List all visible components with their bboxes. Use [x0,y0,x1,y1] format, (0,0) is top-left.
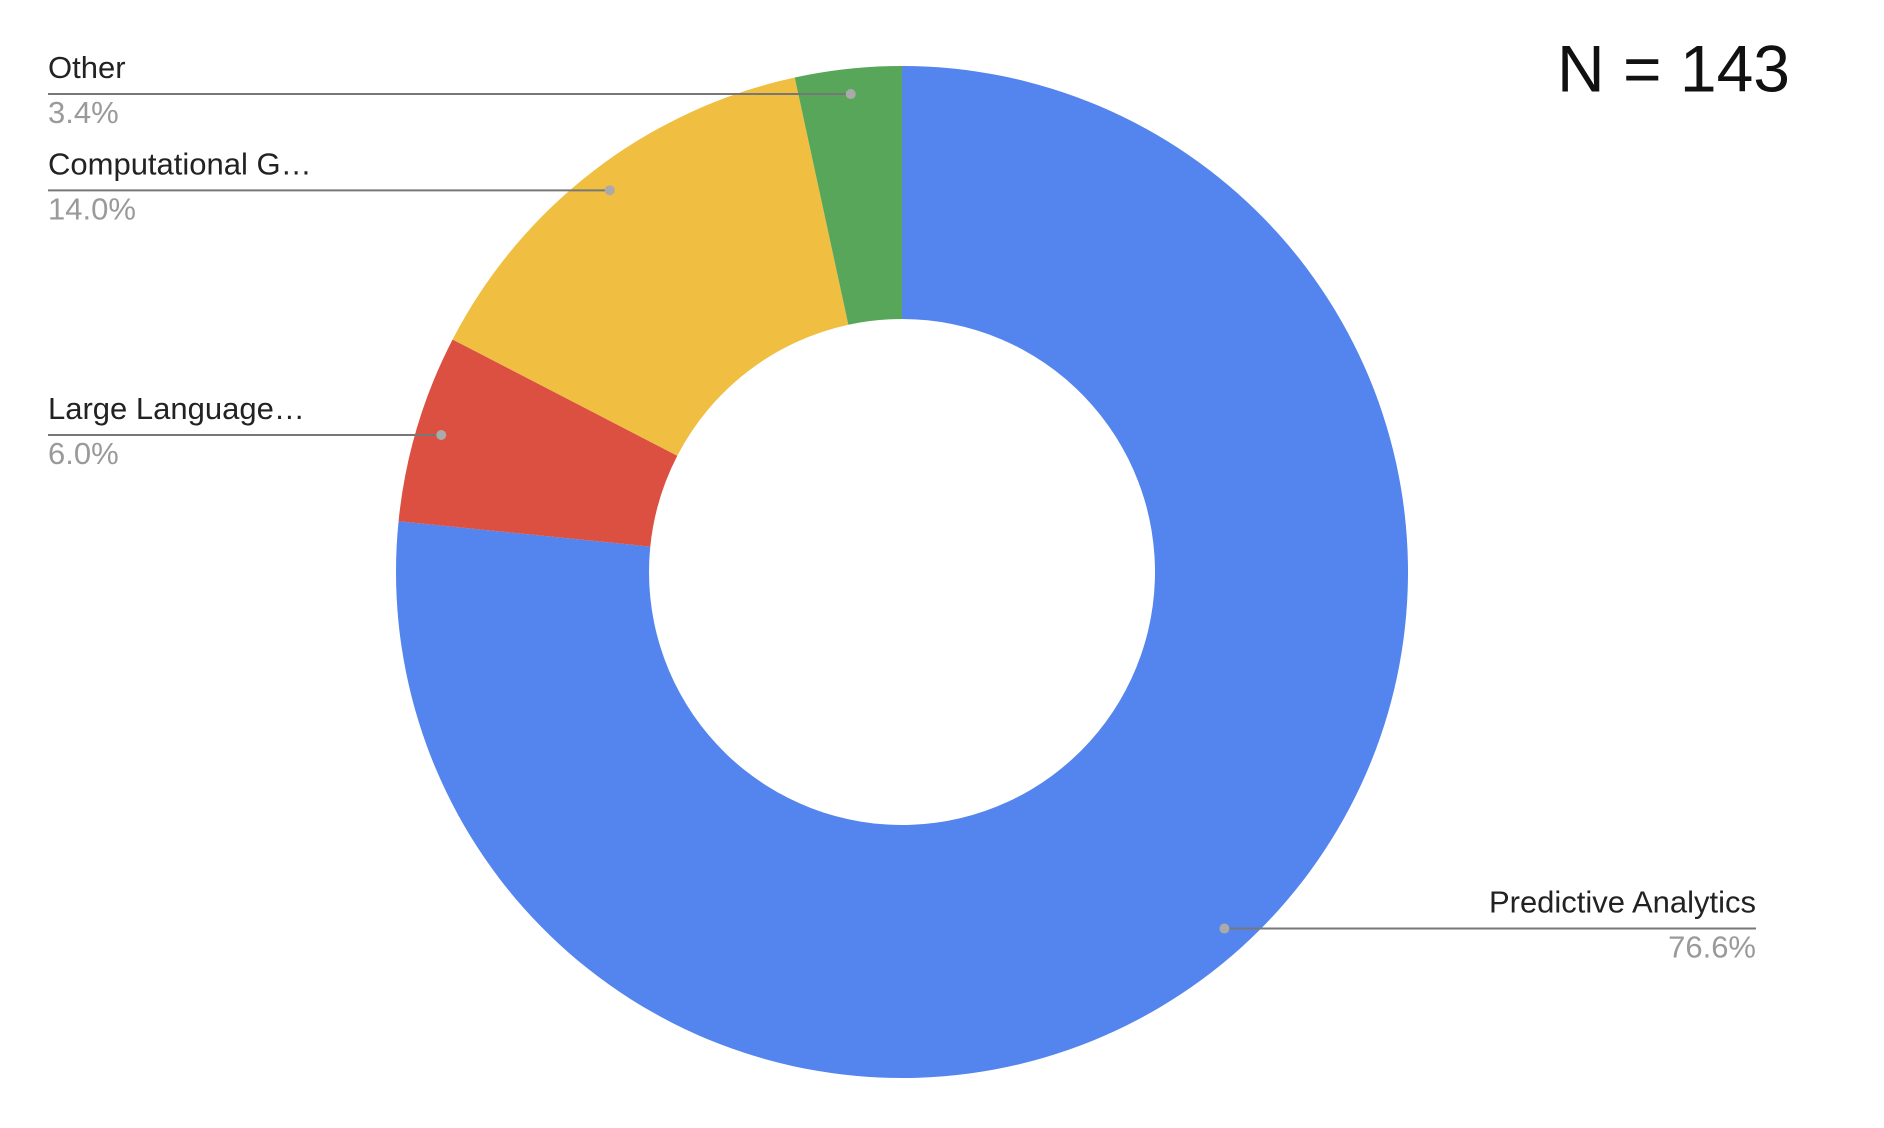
slice-value-label: 3.4% [48,95,119,130]
slice-value-label: 6.0% [48,436,119,471]
annotation: N = 143 [1557,31,1790,105]
slice-label: Predictive Analytics [1489,885,1756,920]
leader-dot [845,89,856,100]
slice-value-label: 14.0% [48,192,136,227]
slice-label: Computational G… [48,147,312,182]
leader-dot [1219,923,1230,934]
slice-label: Other [48,50,126,85]
slice-label: Large Language… [48,391,305,426]
leader-dot [604,185,615,196]
leader-dot [436,429,447,440]
slice [452,77,849,456]
slice [396,66,1409,1078]
slice-value-label: 76.6% [1668,930,1756,965]
slice [398,339,678,547]
slice [794,66,902,325]
